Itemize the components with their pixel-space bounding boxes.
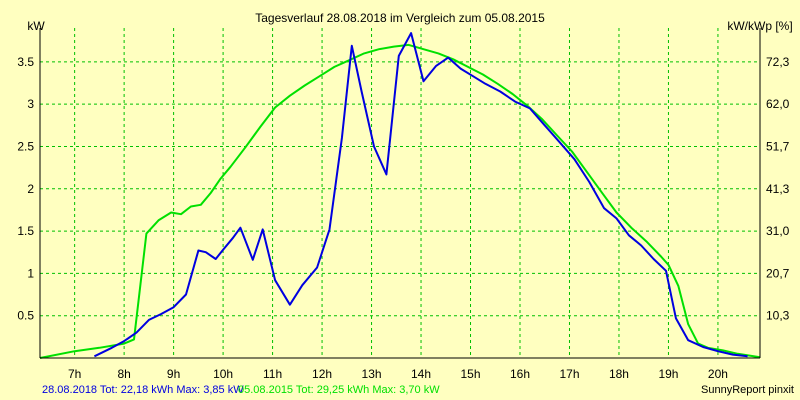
x-tick-label: 17h — [559, 367, 579, 381]
y2-tick-label: 10,3 — [766, 309, 790, 323]
y2-tick-label: 72,3 — [766, 55, 790, 69]
x-tick-label: 12h — [312, 367, 332, 381]
axis-layer: 7h 8h 9h 10h 11h 12h 13h 14h 15h 16h 17h 18h 19h 20h 0… — [17, 28, 790, 381]
y-tick-label: 3.5 — [17, 55, 34, 69]
y-tick-label: 1 — [27, 266, 34, 280]
y-tick-label: 2.5 — [17, 139, 34, 153]
x-tick-label: 18h — [609, 367, 629, 381]
y2-tick-label: 31,0 — [766, 224, 790, 238]
x-tick-label: 19h — [658, 367, 678, 381]
y-tick-label: 0.5 — [17, 309, 34, 323]
x-tick-label: 16h — [510, 367, 530, 381]
x-tick-label: 10h — [213, 367, 233, 381]
footer-series-2018-label: 28.08.2018 Tot: 22,18 kWh Max: 3,85 kW — [42, 384, 244, 396]
series-line-2018 — [93, 32, 748, 358]
y2-tick-label: 62,0 — [766, 97, 790, 111]
series-layer — [39, 32, 761, 359]
footer-credit: SunnyReport pinxit — [701, 384, 794, 396]
x-tick-label: 14h — [411, 367, 431, 381]
footer-series-2015-label: 05.08.2015 Tot: 29,25 kWh Max: 3,70 kW — [238, 384, 440, 396]
x-tick-label: 15h — [460, 367, 480, 381]
series-line-2015 — [39, 43, 761, 359]
y-tick-label: 3 — [27, 97, 34, 111]
x-tick-label: 8h — [117, 367, 130, 381]
chart-title: Tagesverlauf 28.08.2018 im Vergleich zum… — [255, 11, 545, 25]
x-tick-label: 7h — [68, 367, 81, 381]
y2-tick-label: 41,3 — [766, 182, 790, 196]
y-tick-label: 2 — [27, 182, 34, 196]
grid-layer — [40, 28, 760, 358]
y2-axis-label: kW/kWp [%] — [727, 19, 792, 33]
y-axis-label: kW — [27, 19, 45, 33]
x-tick-label: 13h — [362, 367, 382, 381]
y-tick-label: 1.5 — [17, 224, 34, 238]
x-tick-label: 9h — [167, 367, 180, 381]
x-tick-label: 20h — [708, 367, 728, 381]
x-tick-label: 11h — [263, 367, 282, 381]
y2-tick-label: 20,7 — [766, 266, 790, 280]
y2-tick-label: 51,7 — [766, 139, 790, 153]
